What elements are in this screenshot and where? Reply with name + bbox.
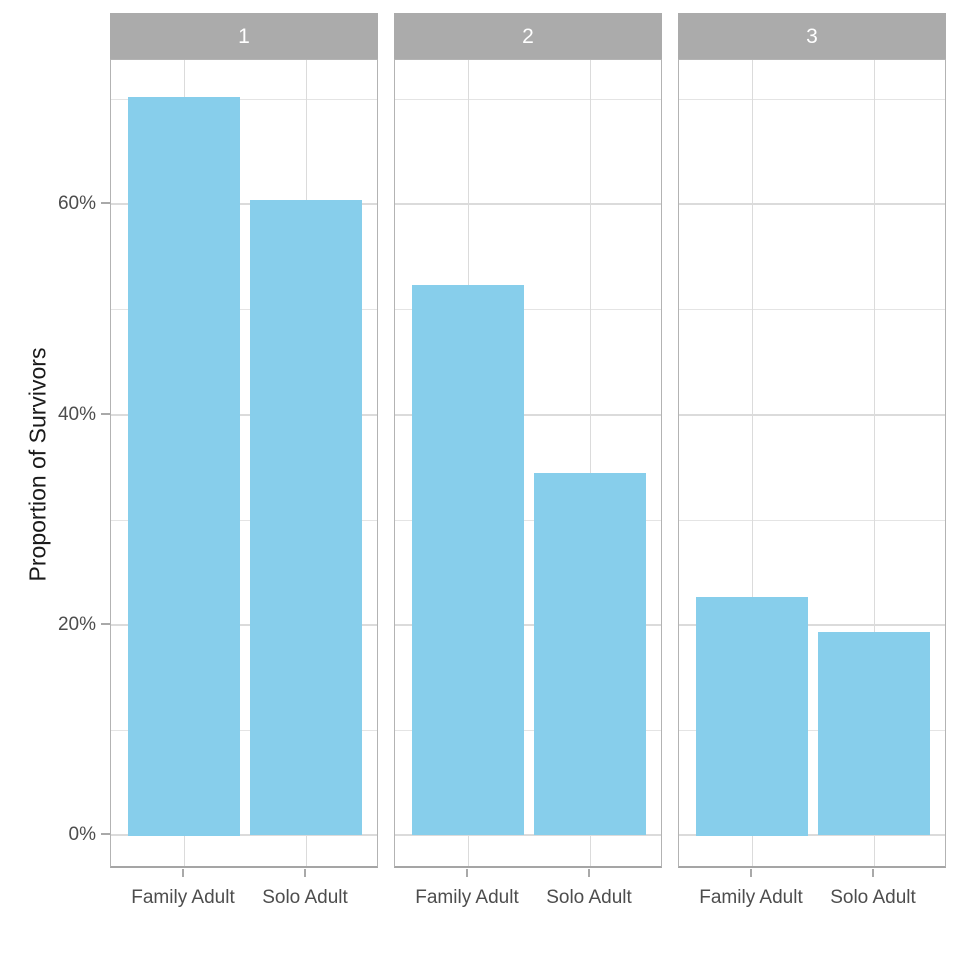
facet-strip-label: 1	[238, 24, 250, 48]
bar-family-adult-facet-2	[412, 285, 524, 835]
gridline-minor-70	[395, 99, 661, 100]
y-axis-title: Proportion of Survivors	[24, 347, 51, 582]
bar-solo-adult-facet-1	[250, 200, 362, 835]
facet-panel-3	[678, 59, 946, 868]
gridline-minor-50	[679, 309, 945, 310]
facet-strip-3: 3	[678, 13, 946, 59]
y-tick-mark	[101, 413, 110, 415]
gridline-minor-30	[679, 520, 945, 521]
bar-solo-adult-facet-3	[818, 632, 930, 835]
facet-strip-label: 2	[522, 24, 534, 48]
facet-panel-2	[394, 59, 662, 868]
x-tick-mark	[182, 869, 184, 877]
y-tick-label: 40%	[57, 404, 96, 425]
x-tick-label: Family Adult	[415, 887, 519, 908]
x-tick-label: Solo Adult	[830, 887, 916, 908]
x-tick-mark	[750, 869, 752, 877]
facet-strip-2: 2	[394, 13, 662, 59]
bar-family-adult-facet-3	[696, 597, 808, 836]
facet-strip-label: 3	[806, 24, 818, 48]
y-tick-label: 0%	[68, 824, 96, 845]
x-tick-label: Family Adult	[699, 887, 803, 908]
x-tick-mark	[588, 869, 590, 877]
facet-panel-1	[110, 59, 378, 868]
gridline-major-60	[395, 203, 661, 205]
bar-solo-adult-facet-2	[534, 473, 646, 835]
gridline-major-60	[679, 203, 945, 205]
y-tick-label: 20%	[57, 614, 96, 635]
gridline-minor-70	[679, 99, 945, 100]
x-tick-label: Family Adult	[131, 887, 235, 908]
x-tick-label: Solo Adult	[546, 887, 632, 908]
y-tick-mark	[101, 623, 110, 625]
facet-strip-1: 1	[110, 13, 378, 59]
bar-family-adult-facet-1	[128, 97, 240, 836]
y-tick-mark	[101, 833, 110, 835]
x-tick-mark	[304, 869, 306, 877]
x-tick-label: Solo Adult	[262, 887, 348, 908]
y-tick-label: 60%	[57, 193, 96, 214]
gridline-major-40	[679, 414, 945, 416]
x-tick-mark	[466, 869, 468, 877]
x-tick-mark	[872, 869, 874, 877]
y-tick-mark	[101, 202, 110, 204]
